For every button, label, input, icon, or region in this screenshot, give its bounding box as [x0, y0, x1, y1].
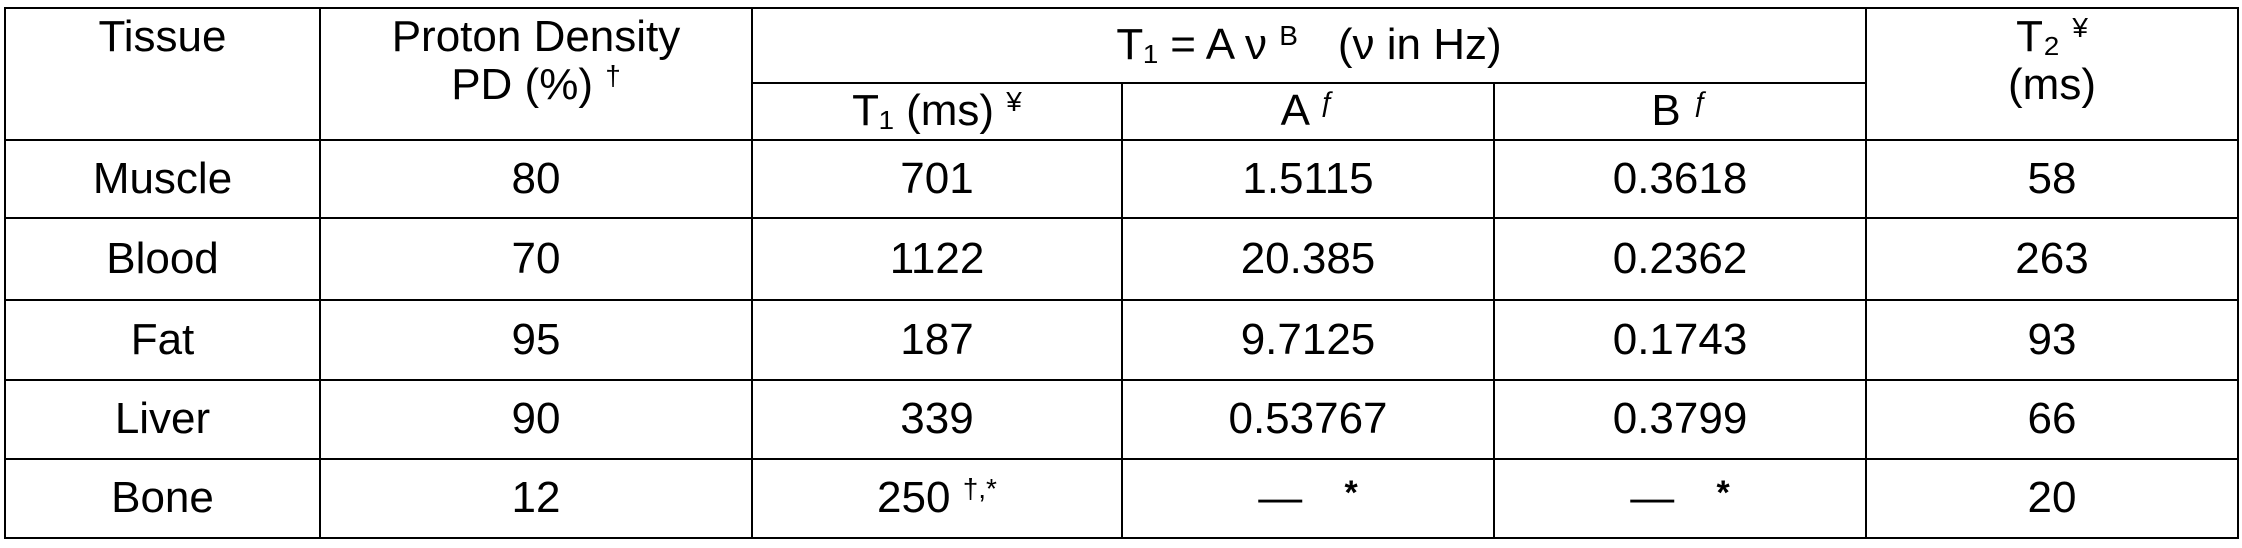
cell-value: 20.385 [1240, 233, 1376, 283]
tissue-name: Bone [111, 473, 214, 523]
table-cell: 20.385 [1121, 217, 1495, 301]
tissue-name: Liver [114, 394, 211, 444]
cell-value: 66 [2027, 394, 2077, 444]
cell-value: 0.1743 [1612, 314, 1748, 364]
header-text: (ν in Hz) [1337, 20, 1502, 70]
cell-value: 339 [900, 394, 974, 444]
data-table: Tissue Proton Density PD (%) † T₁ = A ν B… [4, 7, 2240, 539]
table-cell: — * [1492, 458, 1868, 539]
table-cell: 339 [751, 379, 1123, 460]
cell-value: 20 [2027, 473, 2077, 523]
footnote-mark: ƒ [1319, 86, 1336, 118]
cell-value: 701 [900, 153, 974, 203]
table-cell: 0.3618 [1492, 139, 1868, 219]
table-cell: 0.1743 [1492, 299, 1868, 381]
cell-value: 90 [511, 394, 561, 444]
footnote-mark: ¥ [1006, 86, 1022, 118]
table-cell: 90 [319, 379, 753, 460]
tissue-name: Blood [106, 233, 219, 283]
table-cell: 250 †,* [751, 458, 1123, 539]
tissue-name: Fat [130, 314, 195, 364]
header-text: PD (%) [451, 60, 593, 110]
table-row: Fat 95 187 9.7125 0.1743 93 [4, 299, 2240, 381]
header-text: Tissue [98, 12, 227, 61]
table-cell: Blood [4, 217, 321, 301]
table-cell: — * [1121, 458, 1495, 539]
footnote-mark: ƒ [1693, 86, 1709, 118]
table-cell: 263 [1865, 217, 2240, 301]
footnote-mark: †,* [962, 473, 997, 505]
header-text: B [1651, 86, 1681, 136]
cell-value: 1122 [889, 233, 985, 283]
table-cell: 701 [751, 139, 1123, 219]
header-text: T₁ = A ν [1116, 20, 1267, 70]
table-row: Liver 90 339 0.53767 0.3799 66 [4, 379, 2240, 460]
cell-value: 70 [511, 233, 561, 283]
table-cell: Fat [4, 299, 321, 381]
header-text: Proton Density [391, 12, 681, 61]
cell-value: 263 [2015, 233, 2089, 283]
table-cell: 58 [1865, 139, 2240, 219]
header-cell: T₁ = A ν B (ν in Hz) [750, 7, 1868, 84]
header-cell: B ƒ [1492, 82, 1868, 141]
table-cell: 66 [1865, 379, 2240, 460]
table-cell: 0.2362 [1492, 217, 1868, 301]
table-cell: 0.3799 [1492, 379, 1868, 460]
table-cell: Liver [4, 379, 321, 460]
table-cell: Bone [4, 458, 321, 539]
table-cell: 95 [319, 299, 753, 381]
cell-value: 1.5115 [1242, 153, 1374, 203]
table-cell: 0.53767 [1121, 379, 1495, 460]
cell-value: 93 [2027, 314, 2077, 364]
table-cell: 9.7125 [1121, 299, 1495, 381]
header-text: T₁ (ms) [852, 86, 995, 136]
table-cell: 80 [319, 139, 753, 219]
cell-value: 12 [511, 473, 561, 523]
cell-value: 187 [900, 314, 974, 364]
table-cell: 70 [319, 217, 753, 301]
cell-value: 58 [2027, 153, 2077, 203]
header-cell: Proton Density PD (%) † [319, 7, 753, 141]
header-text: A [1280, 86, 1308, 136]
footnote-mark: * [1344, 474, 1358, 513]
cell-value: 9.7125 [1240, 314, 1376, 364]
cell-value: 0.2362 [1612, 233, 1748, 283]
footnote-mark: ¥ [2072, 12, 2088, 43]
table-cell: Muscle [4, 139, 321, 219]
table-cell: 12 [319, 458, 753, 539]
header-cell: Tissue [4, 7, 321, 141]
table-row: Blood 70 1122 20.385 0.2362 263 [4, 217, 2240, 301]
cell-value: 250 [877, 473, 951, 523]
cell-value: — [1630, 473, 1675, 523]
cell-value: 0.3799 [1612, 394, 1748, 444]
cell-value: — [1258, 473, 1303, 523]
table-cell: 20 [1865, 458, 2240, 539]
header-text: T₂ [2016, 12, 2061, 61]
table-cell: 1.5115 [1121, 139, 1495, 219]
table-cell: 1122 [751, 217, 1123, 301]
tissue-name: Muscle [92, 153, 233, 203]
header-cell: A ƒ [1121, 82, 1495, 141]
table-cell: 187 [751, 299, 1123, 381]
footnote-mark: † [605, 60, 621, 92]
cell-value: 0.3618 [1612, 153, 1748, 203]
exponent: B [1279, 20, 1298, 52]
cell-value: 0.53767 [1228, 394, 1388, 444]
footnote-mark: * [1716, 474, 1730, 513]
table-row: Bone 12 250 †,* — * — * 20 [4, 458, 2240, 539]
header-text: (ms) [2008, 60, 2096, 110]
cell-value: 80 [511, 153, 561, 203]
table-row: Muscle 80 701 1.5115 0.3618 58 [4, 139, 2240, 219]
header-cell: T₂ ¥ (ms) [1865, 7, 2240, 141]
header-cell: T₁ (ms) ¥ [751, 82, 1123, 141]
table-cell: 93 [1865, 299, 2240, 381]
cell-value: 95 [511, 314, 561, 364]
